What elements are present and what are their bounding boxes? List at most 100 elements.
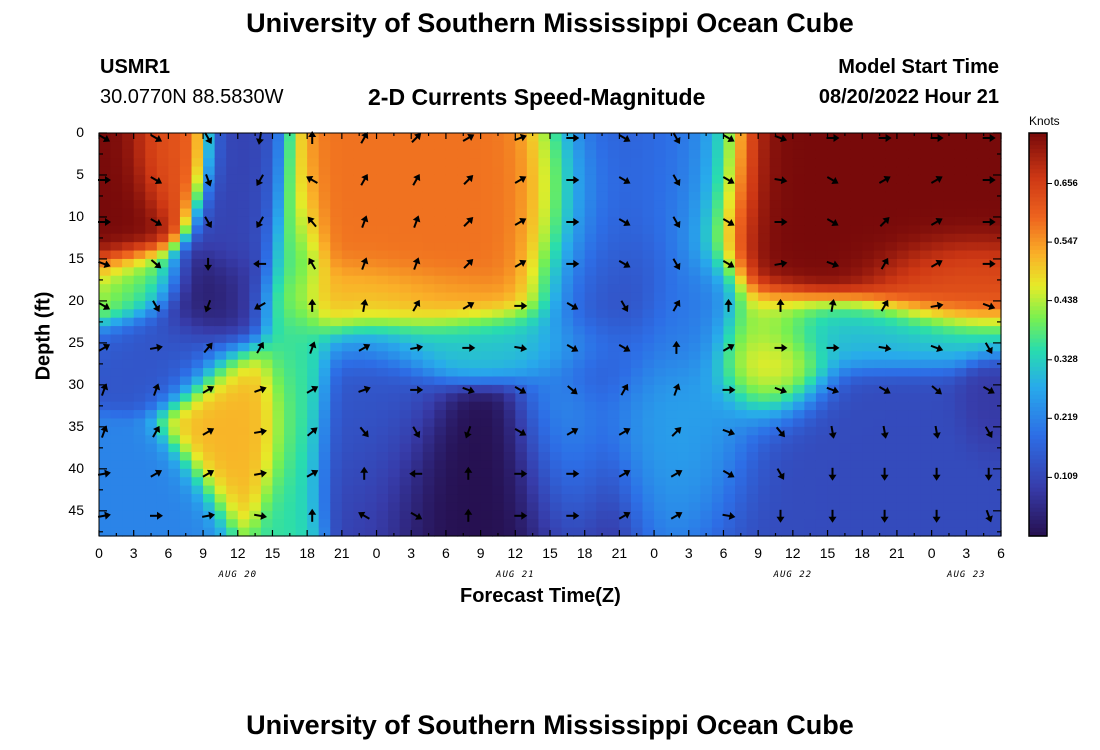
heatmap-cell — [665, 443, 678, 453]
heatmap-cell — [237, 191, 250, 201]
heatmap-cell — [145, 174, 158, 184]
heatmap-cell — [804, 174, 817, 184]
heatmap-cell — [573, 233, 586, 243]
heatmap-cell — [526, 384, 540, 394]
heatmap-cell — [908, 426, 921, 436]
heatmap-cell — [133, 351, 146, 361]
heatmap-cell — [364, 200, 378, 210]
heatmap-cell — [214, 284, 227, 294]
heatmap-cell — [214, 485, 227, 495]
heatmap-cell — [908, 149, 921, 159]
current-arrow — [566, 469, 580, 478]
heatmap-cell — [711, 368, 725, 378]
heatmap-cell — [873, 216, 886, 226]
heatmap-cell — [711, 435, 725, 445]
heatmap-cell — [353, 401, 366, 411]
heatmap-cell — [307, 510, 320, 520]
heatmap-cell — [804, 133, 817, 142]
heatmap-cell — [769, 133, 782, 142]
heatmap-cell — [758, 426, 771, 436]
heatmap-cell — [399, 183, 412, 193]
heatmap-cell — [133, 208, 146, 218]
heatmap-cell — [781, 410, 794, 420]
heatmap-cell — [353, 410, 366, 420]
heatmap-cell — [943, 317, 956, 327]
heatmap-cell — [214, 292, 227, 302]
heatmap-cell — [607, 300, 620, 310]
heatmap-cell — [376, 435, 389, 445]
heatmap-cell — [931, 401, 944, 411]
heatmap-cell — [145, 300, 158, 310]
model-start-time: 08/20/2022 Hour 21 — [818, 86, 999, 108]
heatmap-cell — [434, 376, 447, 386]
heatmap-cell — [249, 359, 262, 369]
heatmap-cell — [469, 292, 482, 302]
heatmap-cell — [977, 435, 991, 445]
heatmap-cell — [804, 317, 817, 327]
heatmap-cell — [168, 133, 181, 142]
heatmap-cell — [550, 191, 563, 201]
heatmap-cell — [989, 334, 1002, 344]
heatmap-cell — [781, 376, 794, 386]
heatmap-cell — [249, 284, 262, 294]
heatmap-cell — [318, 284, 331, 294]
heatmap-cell — [168, 191, 181, 201]
heatmap-cell — [168, 200, 181, 210]
heatmap-cell — [110, 309, 123, 319]
heatmap-cell — [434, 527, 447, 537]
heatmap-cell — [364, 519, 378, 529]
heatmap-cell — [746, 494, 759, 504]
current-arrow — [409, 469, 423, 478]
heatmap-cell — [665, 141, 678, 151]
heatmap-cell — [896, 258, 910, 268]
heatmap-cell — [526, 242, 540, 252]
heatmap-cell — [688, 359, 701, 369]
heatmap-cell — [469, 527, 482, 537]
heatmap-cell — [249, 326, 262, 336]
current-arrow — [463, 175, 474, 185]
heatmap-cell — [677, 401, 690, 411]
heatmap-cell — [908, 275, 921, 285]
heatmap-cell — [110, 519, 123, 529]
heatmap-cell — [353, 200, 366, 210]
heatmap-cell — [746, 418, 759, 428]
heatmap-cell — [237, 494, 250, 504]
heatmap-cell — [654, 468, 667, 478]
heatmap-cell — [781, 191, 794, 201]
heatmap-cell — [434, 502, 447, 512]
heatmap-cell — [422, 426, 435, 436]
heatmap-cell — [966, 393, 979, 403]
heatmap-cell — [827, 267, 840, 277]
heatmap-cell — [781, 317, 794, 327]
heatmap-cell — [885, 133, 898, 142]
heatmap-cell — [457, 309, 470, 319]
heatmap-cell — [341, 384, 355, 394]
heatmap-cell — [862, 426, 875, 436]
current-arrow — [463, 217, 474, 227]
heatmap-cell — [179, 376, 193, 386]
heatmap-cell — [422, 435, 435, 445]
heatmap-cell — [179, 527, 193, 537]
heatmap-cell — [422, 250, 435, 260]
heatmap-cell — [295, 494, 308, 504]
heatmap-cell — [284, 410, 297, 420]
heatmap-cell — [168, 452, 181, 462]
heatmap-cell — [839, 300, 852, 310]
date-label: AUG 21 — [496, 570, 535, 580]
current-arrow — [150, 134, 163, 142]
heatmap-cell — [110, 284, 123, 294]
heatmap-cell — [191, 435, 204, 445]
heatmap-cell — [607, 418, 620, 428]
heatmap-cell — [989, 468, 1002, 478]
heatmap-cell — [284, 334, 297, 344]
heatmap-cell — [526, 166, 540, 176]
heatmap-cell — [966, 166, 979, 176]
heatmap-cell — [226, 452, 239, 462]
current-arrow — [411, 133, 422, 143]
heatmap-cell — [735, 426, 748, 436]
heatmap-cell — [873, 292, 886, 302]
heatmap-cell — [307, 242, 320, 252]
heatmap-cell — [688, 133, 701, 142]
heatmap-cell — [515, 242, 528, 252]
colorbar-segment — [1029, 177, 1047, 182]
